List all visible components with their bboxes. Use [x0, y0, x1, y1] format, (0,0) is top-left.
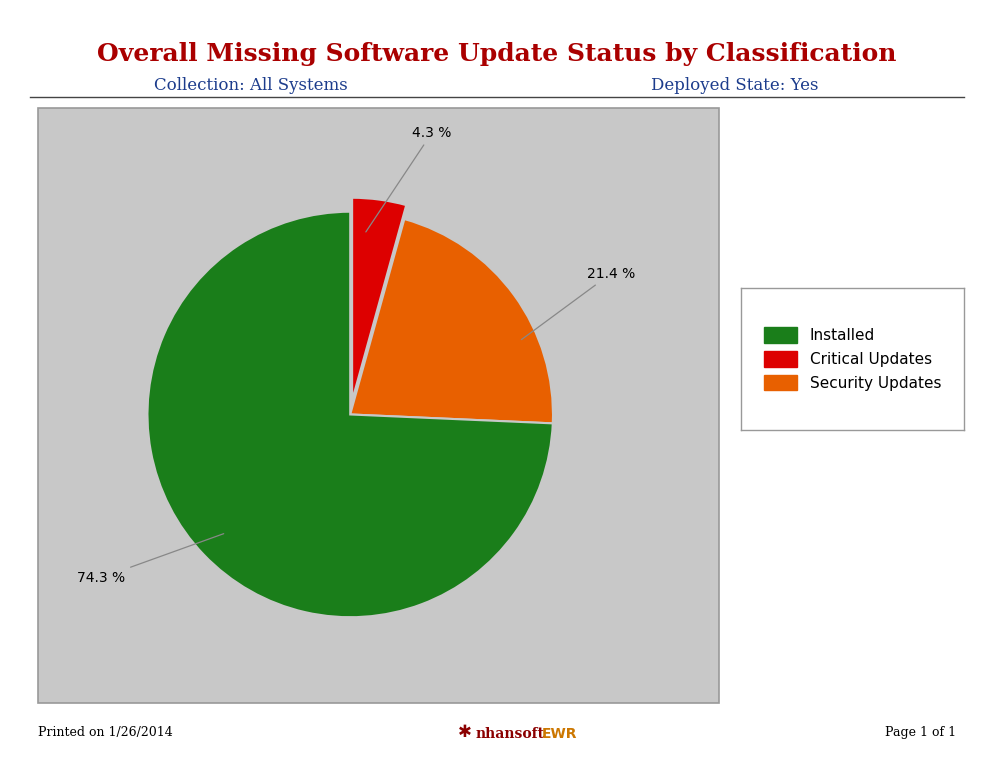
Legend: Installed, Critical Updates, Security Updates: Installed, Critical Updates, Security Up… — [757, 321, 947, 397]
Text: Deployed State: Yes: Deployed State: Yes — [651, 77, 819, 94]
Text: nhansoft: nhansoft — [475, 727, 544, 741]
Wedge shape — [350, 219, 553, 423]
Text: 21.4 %: 21.4 % — [522, 266, 635, 339]
Text: Printed on 1/26/2014: Printed on 1/26/2014 — [38, 726, 173, 739]
Text: EWR: EWR — [542, 727, 578, 741]
Text: ✱: ✱ — [458, 723, 472, 741]
Text: Page 1 of 1: Page 1 of 1 — [885, 726, 956, 739]
Text: 74.3 %: 74.3 % — [78, 534, 224, 584]
Text: Collection: All Systems: Collection: All Systems — [154, 77, 348, 94]
Text: 4.3 %: 4.3 % — [366, 126, 451, 232]
Text: Overall Missing Software Update Status by Classification: Overall Missing Software Update Status b… — [97, 42, 897, 66]
Wedge shape — [352, 198, 407, 401]
Wedge shape — [147, 212, 553, 617]
